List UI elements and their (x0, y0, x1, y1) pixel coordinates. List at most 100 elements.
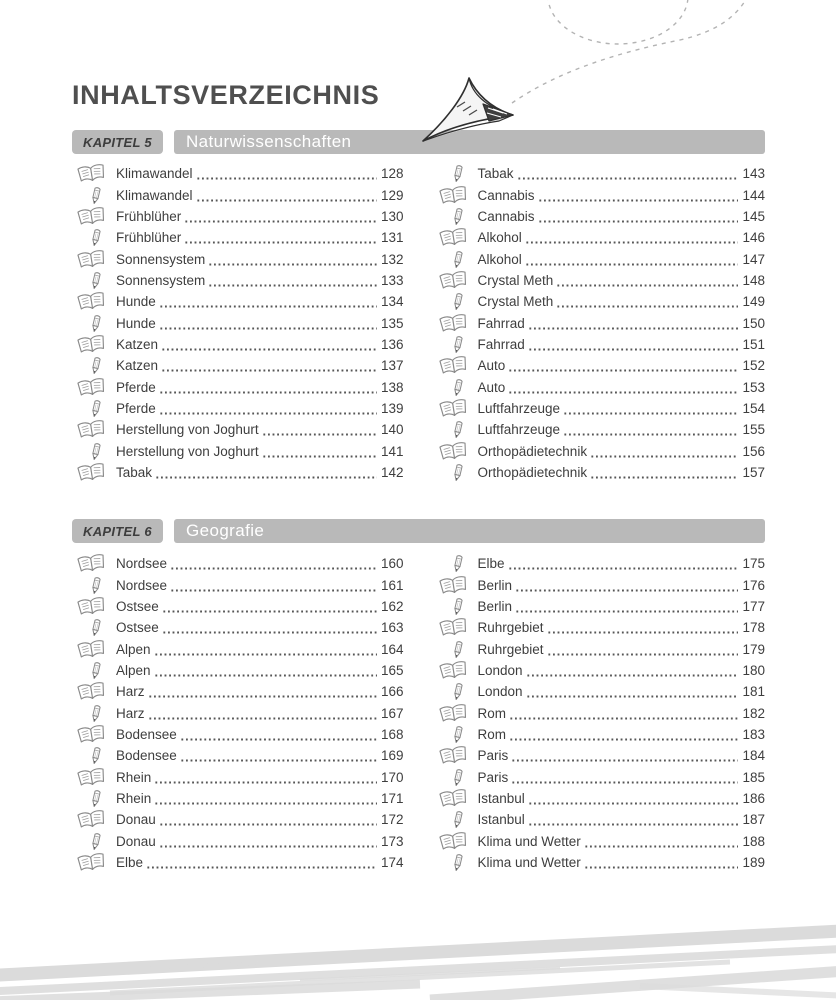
entry-page-number: 141 (380, 443, 404, 459)
entry-title: Pferde (116, 379, 156, 395)
entry-title: Klimawandel (116, 187, 193, 203)
toc-entry: Herstellung von Joghurt 140 (72, 419, 404, 440)
entry-page-number: 175 (742, 556, 765, 572)
toc-entry: Luftfahrzeuge 154 (434, 398, 765, 419)
toc-entry: Orthopädietechnik 156 (434, 440, 765, 461)
pencil-icon (450, 420, 466, 439)
entry-title: Elbe (477, 556, 505, 572)
pencil-icon (450, 378, 466, 397)
entry-icon-cell (434, 682, 470, 701)
entry-page-number: 137 (380, 358, 404, 374)
entry-title: Donau (116, 833, 156, 849)
entry-icon-cell (434, 853, 470, 872)
entry-page-number: 129 (380, 187, 404, 203)
book-icon (75, 462, 108, 483)
entry-title: Harz (116, 705, 145, 721)
entry-title: Ruhrgebiet (477, 641, 544, 657)
toc-entry: Alkohol 147 (434, 248, 765, 269)
toc-entry: Crystal Meth 149 (434, 291, 765, 312)
toc-entry: Bodensee 168 (72, 724, 404, 745)
dot-leader (184, 220, 377, 224)
book-icon (437, 313, 470, 334)
entry-page-number: 135 (380, 315, 404, 331)
entry-title: Sonnensystem (116, 251, 206, 267)
entry-page-number: 165 (380, 662, 404, 678)
chapter6-title-bar: Geografie (174, 519, 765, 543)
chapter6-right-column: Elbe 175 Berlin 176 Berlin 177 Ruhrgebie… (434, 553, 765, 873)
dot-leader (161, 369, 377, 373)
toc-entry: Alpen 164 (72, 638, 404, 659)
pencil-icon (88, 228, 104, 247)
toc-entry: Sonnensystem 132 (72, 248, 404, 269)
entry-title: London (477, 662, 523, 678)
entry-title: Alpen (116, 641, 151, 657)
entry-page-number: 151 (742, 336, 765, 352)
dot-leader (158, 412, 377, 416)
entry-title: Orthopädietechnik (477, 443, 588, 459)
toc-entry: Fahrrad 151 (434, 334, 765, 355)
entry-page-number: 167 (380, 705, 404, 721)
toc-entry: Berlin 176 (434, 574, 765, 595)
pencil-icon (88, 399, 104, 418)
toc-entry: Ruhrgebiet 178 (434, 617, 765, 638)
entry-page-number: 128 (380, 166, 404, 182)
book-icon (75, 334, 108, 355)
entry-title: Tabak (116, 464, 153, 480)
entry-title: Alkohol (477, 251, 522, 267)
entry-title: Ostsee (116, 620, 159, 636)
entry-title: Herstellung von Joghurt (116, 422, 259, 438)
toc-entry: Cannabis 144 (434, 184, 765, 205)
dot-leader (154, 780, 377, 784)
entry-icon-cell (72, 334, 108, 355)
entry-title: Paris (477, 769, 509, 785)
toc-entry: Crystal Meth 148 (434, 270, 765, 291)
book-icon (437, 398, 470, 419)
toc-entry: Ostsee 163 (72, 617, 404, 638)
entry-page-number: 161 (380, 577, 404, 593)
entry-icon-cell (434, 292, 470, 311)
dot-leader (147, 716, 377, 720)
dot-leader (161, 348, 377, 352)
dot-leader (546, 652, 739, 656)
toc-entry: Donau 173 (72, 830, 404, 851)
toc-entry: Bodensee 169 (72, 745, 404, 766)
entry-icon-cell (72, 789, 108, 808)
dot-leader (508, 390, 739, 394)
pencil-icon (88, 186, 104, 205)
entry-icon-cell (434, 313, 470, 334)
entry-page-number: 177 (742, 598, 765, 614)
dot-leader (195, 198, 377, 202)
entry-icon-cell (434, 640, 470, 659)
entry-title: London (477, 684, 523, 700)
dot-leader (527, 348, 739, 352)
entry-page-number: 156 (742, 443, 765, 459)
dot-leader (179, 759, 377, 763)
entry-title: Rom (477, 705, 507, 721)
book-icon (75, 419, 108, 440)
entry-icon-cell (72, 553, 108, 574)
entry-title: Frühblüher (116, 230, 182, 246)
entry-page-number: 189 (742, 854, 765, 870)
toc-entry: Auto 152 (434, 355, 765, 376)
dot-leader (563, 433, 739, 437)
entry-icon-cell (72, 576, 108, 595)
pencil-icon (450, 810, 466, 829)
pencil-icon (450, 597, 466, 616)
toc-entry: Istanbul 186 (434, 788, 765, 809)
entry-page-number: 171 (380, 790, 404, 806)
entry-page-number: 145 (742, 208, 765, 224)
pencil-icon (88, 576, 104, 595)
pencil-icon (450, 292, 466, 311)
entry-icon-cell (434, 227, 470, 248)
toc-entry: Nordsee 160 (72, 553, 404, 574)
entry-page-number: 166 (380, 684, 404, 700)
entry-icon-cell (72, 399, 108, 418)
pencil-icon (450, 250, 466, 269)
dot-leader (158, 844, 377, 848)
entry-page-number: 187 (742, 812, 765, 828)
book-icon (75, 596, 108, 617)
dot-leader (158, 390, 377, 394)
toc-entry: Paris 184 (434, 745, 765, 766)
toc-entry: Rom 183 (434, 724, 765, 745)
entry-title: Hunde (116, 294, 156, 310)
